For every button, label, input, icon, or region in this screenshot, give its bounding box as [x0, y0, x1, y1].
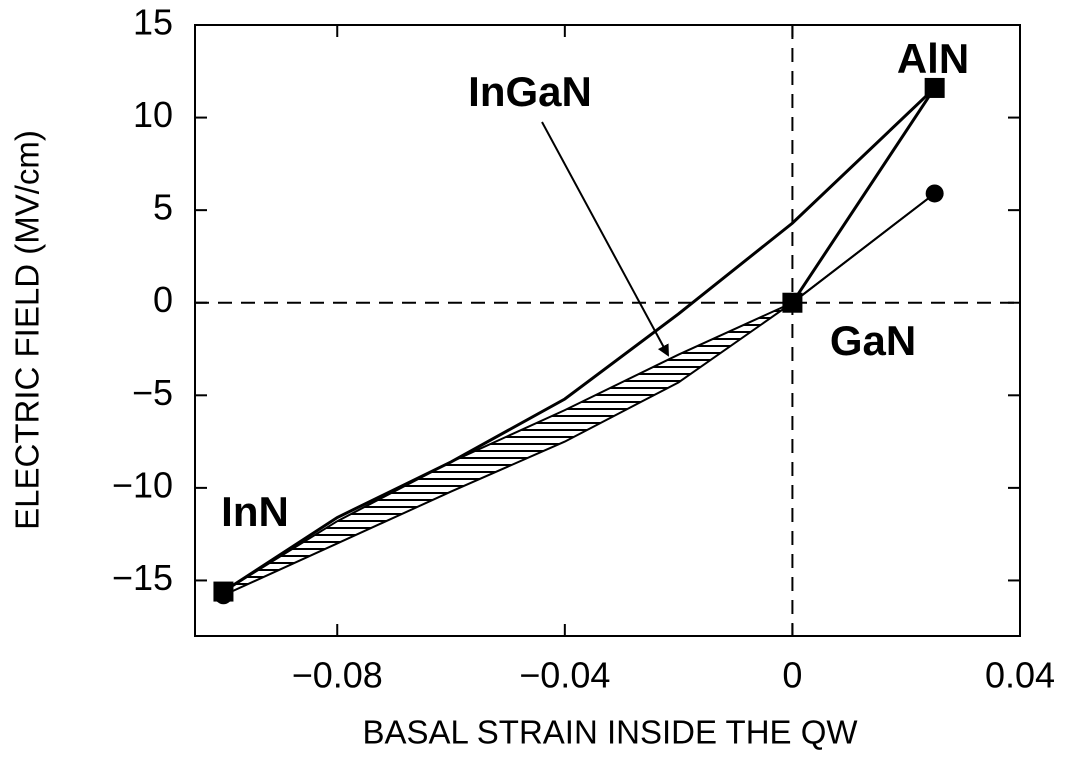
y-tick-label: −10 — [112, 464, 173, 505]
y-tick-label: −15 — [112, 557, 173, 598]
x-tick-label: 0 — [782, 655, 802, 696]
square-marker — [924, 77, 945, 98]
curve — [791, 87, 936, 304]
plot-frame — [194, 24, 1021, 637]
curve — [222, 86, 936, 593]
y-tick-label: −5 — [132, 372, 173, 413]
x-tick-label: 0.04 — [985, 655, 1055, 696]
annotation: InN — [221, 488, 289, 535]
y-tick-label: 0 — [153, 279, 173, 320]
x-tick-label: −0.08 — [292, 655, 383, 696]
y-tick-label: 15 — [133, 2, 173, 43]
annotation: InGaN — [468, 68, 592, 115]
circle-marker — [925, 184, 944, 203]
x-tick-label: −0.04 — [519, 655, 610, 696]
annotation: AlN — [897, 35, 969, 82]
y-tick-label: 5 — [153, 187, 173, 228]
y-tick-label: 10 — [133, 94, 173, 135]
annotation-arrow — [541, 121, 669, 357]
square-marker — [782, 292, 803, 313]
hatch-band — [223, 193, 935, 596]
circle-marker — [214, 586, 233, 605]
x-axis-label: BASAL STRAIN INSIDE THE QW — [362, 714, 858, 751]
annotation: GaN — [830, 317, 916, 364]
y-axis-label: ELECTRIC FIELD (MV/cm) — [9, 130, 46, 530]
